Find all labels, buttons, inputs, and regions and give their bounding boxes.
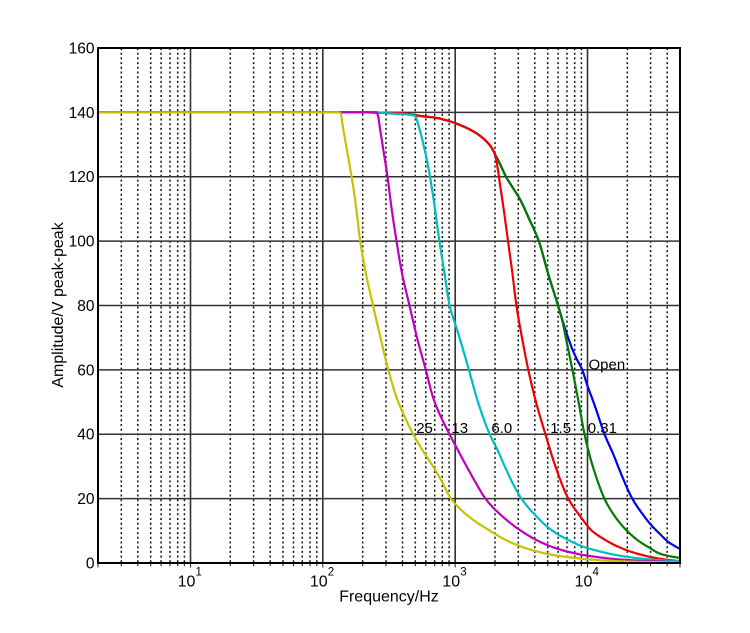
svg-text:140: 140 <box>69 105 95 122</box>
svg-text:0: 0 <box>86 555 95 572</box>
svg-text:Frequency/Hz: Frequency/Hz <box>339 589 439 606</box>
svg-text:4: 4 <box>593 567 600 579</box>
svg-text:80: 80 <box>77 298 95 315</box>
svg-text:10: 10 <box>575 574 593 591</box>
svg-text:40: 40 <box>77 427 95 444</box>
svg-text:25: 25 <box>416 420 433 437</box>
svg-text:0.31: 0.31 <box>588 420 617 437</box>
svg-text:6.0: 6.0 <box>491 420 512 437</box>
svg-text:120: 120 <box>69 169 95 186</box>
svg-text:1.5: 1.5 <box>550 420 571 437</box>
svg-text:10: 10 <box>178 574 196 591</box>
svg-text:10: 10 <box>442 574 460 591</box>
svg-text:2: 2 <box>328 567 334 579</box>
svg-text:20: 20 <box>77 491 95 508</box>
svg-text:60: 60 <box>77 362 95 379</box>
svg-text:160: 160 <box>69 40 95 57</box>
svg-text:13: 13 <box>451 420 468 437</box>
svg-text:Open: Open <box>589 357 626 374</box>
svg-text:Amplitude/V peak-peak: Amplitude/V peak-peak <box>50 221 67 387</box>
svg-text:1: 1 <box>196 567 202 579</box>
svg-text:10: 10 <box>310 574 328 591</box>
svg-text:100: 100 <box>69 234 95 251</box>
svg-text:3: 3 <box>460 567 466 579</box>
